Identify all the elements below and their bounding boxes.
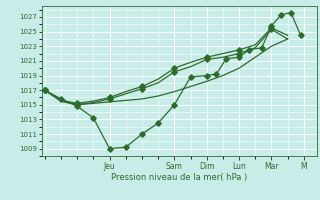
X-axis label: Pression niveau de la mer( hPa ): Pression niveau de la mer( hPa ) (111, 173, 247, 182)
